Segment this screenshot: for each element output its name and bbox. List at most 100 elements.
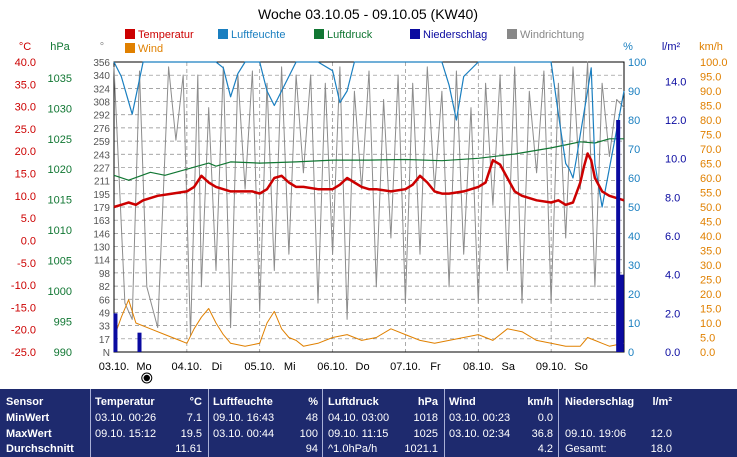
tick-wind-0: 100.0 [700,57,728,69]
tick-wind-9: 55.0 [700,188,721,200]
tick-dir-11: 179 [93,203,110,214]
max-temp-value: 19.5 [180,428,202,440]
total-rain-label: Gesamt: [565,443,607,455]
row-max-label: MaxWert [6,428,52,440]
rain-bar-3 [619,274,624,352]
max-rain-value: 12.0 [650,428,672,440]
min-press-time: 04.10. 03:00 [328,412,390,424]
x-tick-2: 04.10. [172,361,203,373]
tick-rain-7: 0.0 [665,347,680,359]
tick-dir-15: 114 [94,256,110,267]
x-tick-11: Sa [502,361,516,373]
header-temperatur: Temperatur [95,396,155,408]
x-tick-3: Di [212,361,222,373]
tick-wind-13: 35.0 [700,246,721,258]
tick-wind-18: 10.0 [700,318,721,330]
min-press-value: 1018 [413,412,438,424]
legend-label-3: Niederschlag [423,29,487,41]
max-wind-value: 36.8 [531,428,553,440]
tick-press-3: 1020 [48,164,72,176]
legend-label-0: Temperatur [138,29,194,41]
tick-press-1: 1030 [48,103,72,115]
tick-hum-7: 30 [628,260,640,272]
tick-rain-5: 4.0 [665,270,680,282]
tick-wind-6: 70.0 [700,144,721,156]
tick-dir-18: 66 [99,295,111,306]
header-luftdruck: Luftdruck [328,396,379,408]
tick-dir-17: 82 [99,282,111,293]
tick-temp-7: 5.0 [21,213,36,225]
tick-temp-0: 40.0 [15,57,36,69]
tick-wind-1: 95.0 [700,72,721,84]
x-tick-7: Do [356,361,370,373]
tick-dir-7: 243 [93,150,110,161]
tick-temp-10: -10.0 [11,280,36,292]
tick-dir-9: 211 [94,177,110,188]
max-hum-time: 03.10. 00:44 [213,428,275,440]
x-tick-9: Fr [430,361,441,373]
x-tick-5: Mi [284,361,296,373]
unit-dir: ° [100,41,104,53]
tick-press-5: 1010 [48,225,72,237]
x-tick-6: 06.10. [317,361,348,373]
legend-label-1: Luftfeuchte [231,29,285,41]
tick-dir-4: 292 [93,111,110,122]
tick-hum-2: 80 [628,115,640,127]
tick-hum-1: 90 [628,86,640,98]
series-temperatur [113,152,625,209]
avg-hum-value: 94 [305,443,318,455]
tick-wind-3: 85.0 [700,101,721,113]
tick-wind-15: 25.0 [700,275,721,287]
tick-rain-3: 8.0 [665,192,680,204]
header-hum-unit: % [308,396,318,408]
tick-rain-1: 12.0 [665,115,686,127]
avg-temp-value: 11.61 [175,443,202,455]
x-tick-8: 07.10. [390,361,421,373]
legend-swatch-1 [218,29,228,39]
x-tick-0: 03.10. [99,361,130,373]
unit-temp: °C [19,41,31,53]
tick-dir-10: 195 [93,190,110,201]
header-sensor: Sensor [6,396,44,408]
tick-temp-8: 0.0 [21,235,36,247]
avg-wind-value: 4.2 [537,443,553,455]
min-temp-value: 7.1 [186,412,202,424]
max-wind-time: 03.10. 02:34 [449,428,511,440]
tick-hum-5: 50 [628,202,640,214]
tick-dir-12: 163 [93,216,110,227]
tick-rain-2: 10.0 [665,154,686,166]
legend-swatch-0 [125,29,135,39]
header-luftfeuchte: Luftfeuchte [213,396,273,408]
total-rain-value: 18.0 [650,443,672,455]
tick-dir-21: 17 [99,335,111,346]
tick-wind-14: 30.0 [700,260,721,272]
min-temp-time: 03.10. 00:26 [95,412,157,424]
header-temp-unit: °C [189,396,202,408]
tick-temp-12: -20.0 [11,325,36,337]
series-luftfeuchte [113,61,625,208]
max-press-time: 09.10. 11:15 [328,428,389,440]
series-wind [113,299,625,347]
rain-bar-0 [113,313,118,352]
tick-press-2: 1025 [48,134,72,146]
tick-wind-16: 20.0 [700,289,721,301]
max-temp-time: 09.10. 15:12 [95,428,157,440]
min-wind-value: 0.0 [537,412,553,424]
max-hum-value: 100 [299,428,318,440]
legend-swatch-4 [507,29,517,39]
tick-wind-19: 5.0 [700,333,715,345]
header-wind: Wind [449,396,476,408]
x-tick-1: Mo [136,361,151,373]
tick-dir-22: N [103,348,110,359]
legend-swatch-3 [410,29,420,39]
min-hum-value: 48 [305,412,318,424]
tick-wind-10: 50.0 [700,202,721,214]
legend-label-5: Wind [138,43,163,55]
tick-press-8: 995 [54,317,72,329]
header-press-unit: hPa [417,396,438,408]
rain-bar-2 [616,120,621,352]
tick-wind-12: 40.0 [700,231,721,243]
tick-hum-4: 60 [628,173,640,185]
tick-temp-13: -25.0 [11,347,36,359]
tick-rain-4: 6.0 [665,231,680,243]
